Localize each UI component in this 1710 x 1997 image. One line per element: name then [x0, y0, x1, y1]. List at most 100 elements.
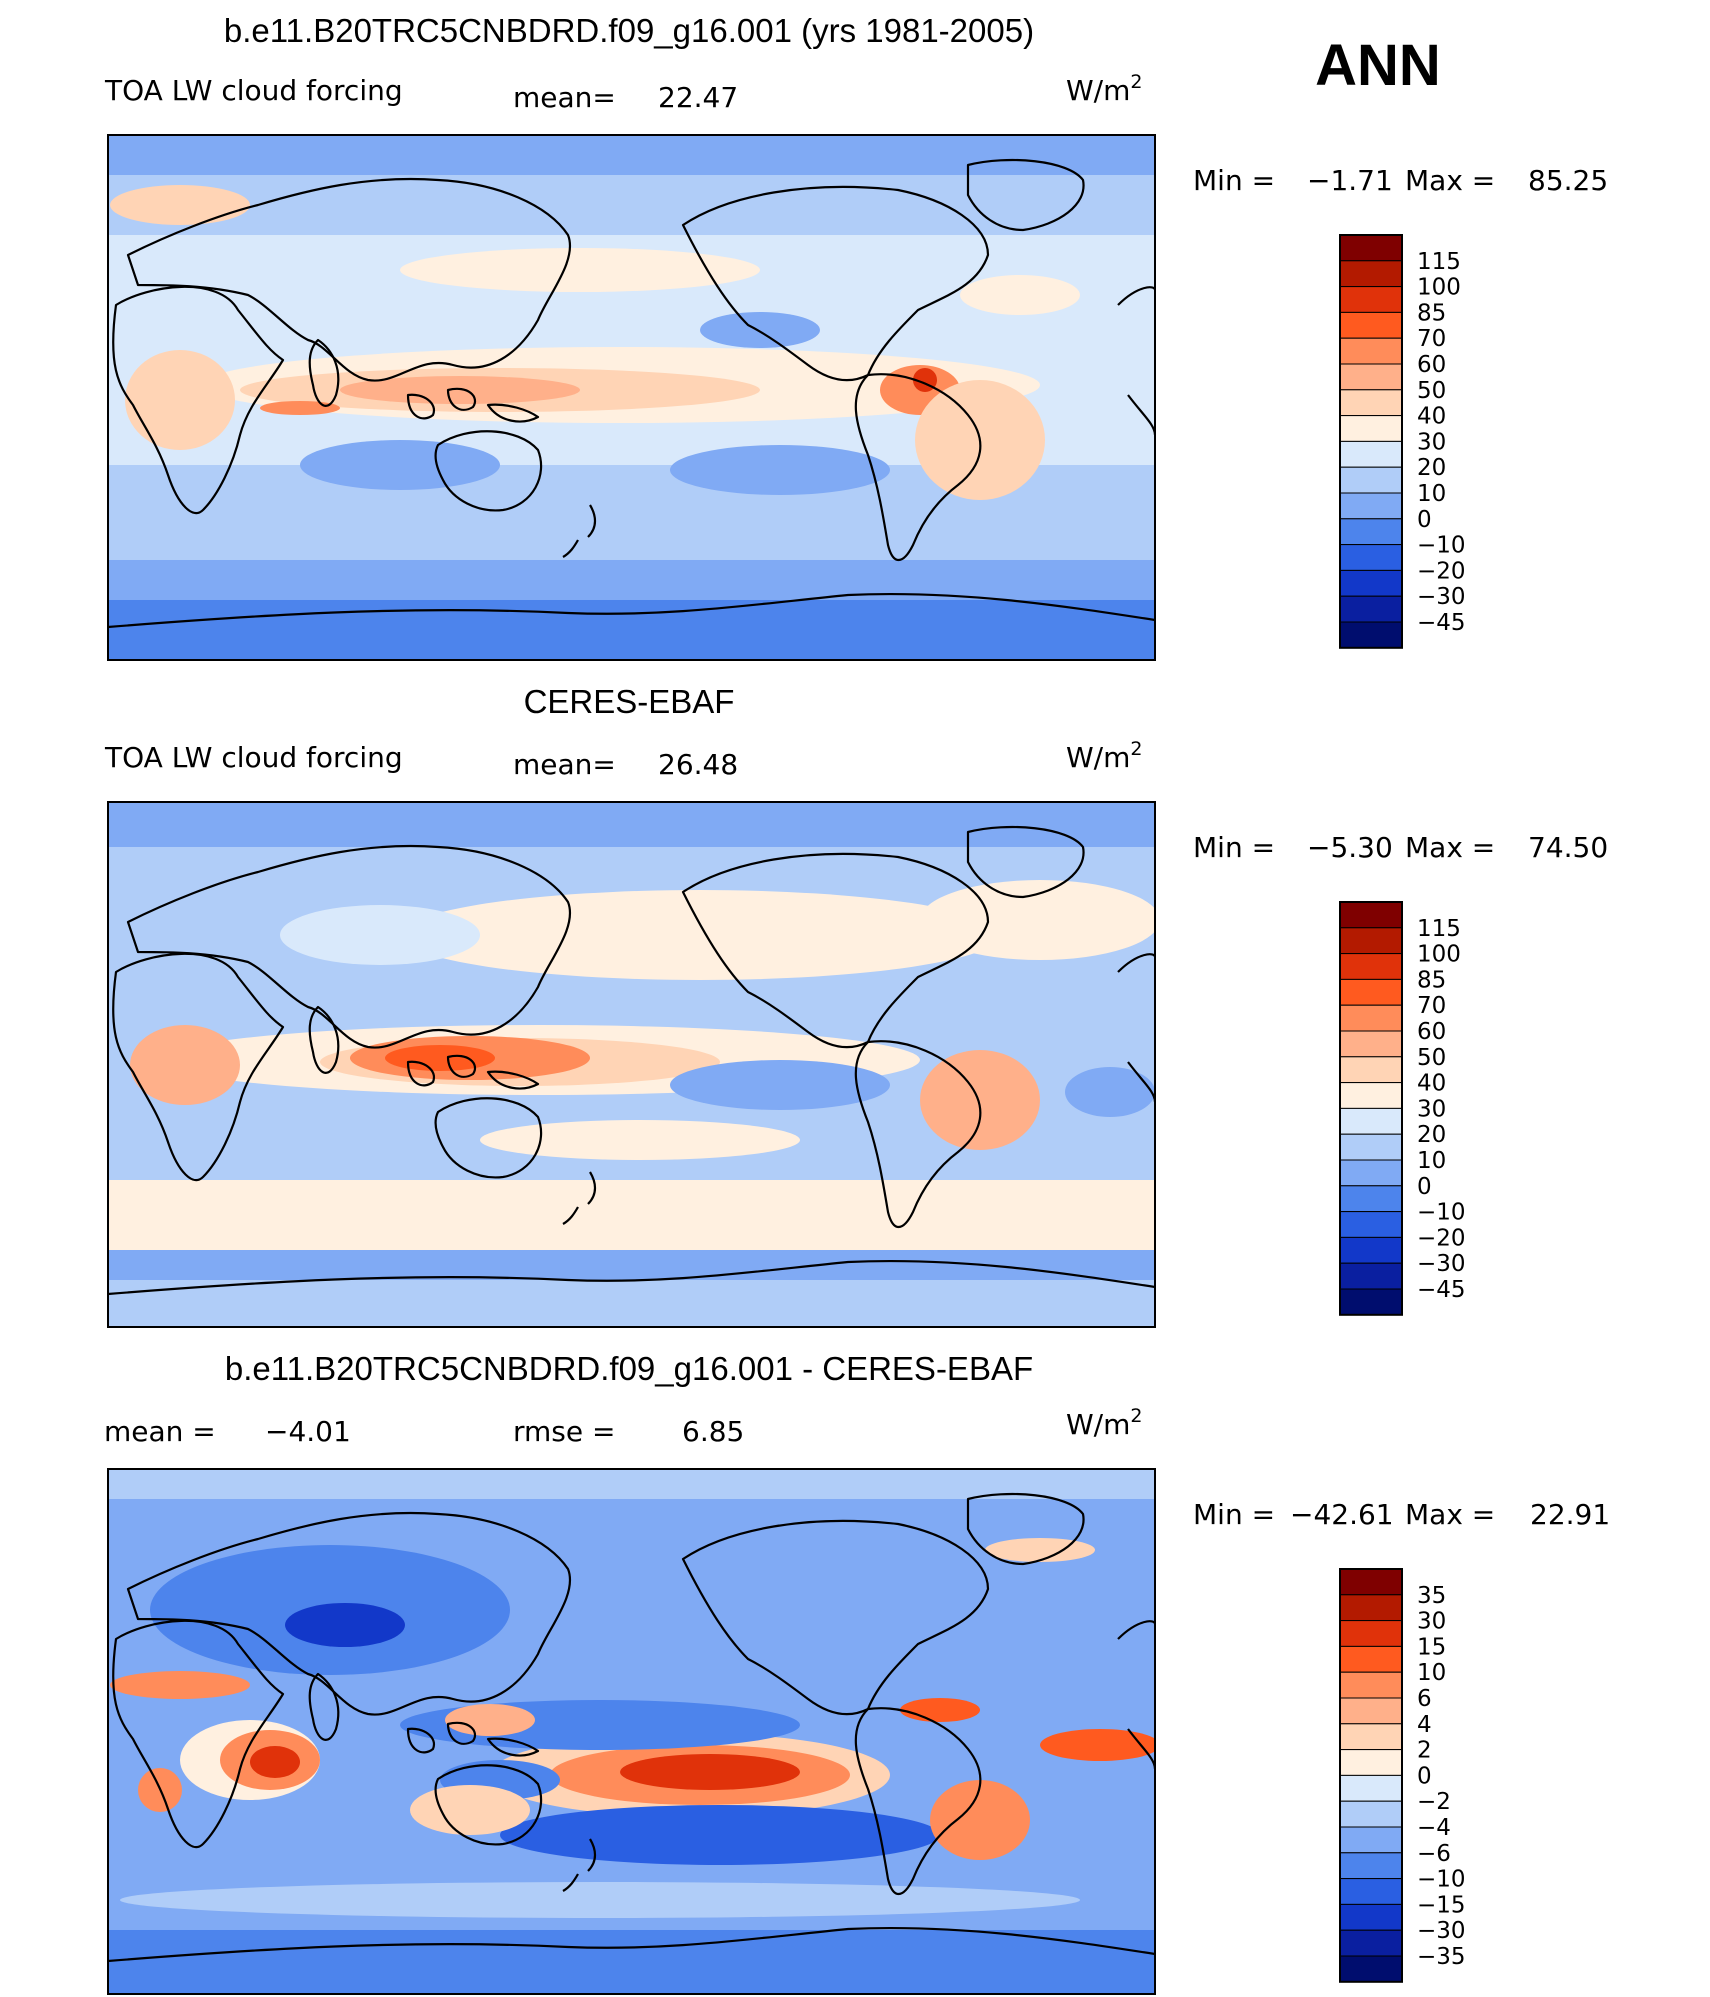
panel-model-map	[108, 135, 1155, 660]
colorbar-tick-label: 70	[1417, 993, 1446, 1019]
colorbar-tick-label: 85	[1417, 300, 1446, 326]
colorbar-swatch	[1339, 234, 1403, 262]
colorbar-swatch	[1339, 260, 1403, 288]
colorbar-tick-label: 0	[1417, 1763, 1432, 1789]
panel-difference: b.e11.B20TRC5CNBDRD.f09_g16.001 - CERES-…	[104, 1350, 1610, 1995]
colorbar-tick-label: −4	[1417, 1815, 1451, 1841]
colorbar-tick-label: 15	[1417, 1634, 1446, 1660]
colorbar-swatch	[1339, 1236, 1403, 1264]
panel-observation-max-label: Max =	[1405, 831, 1495, 864]
colorbar-tick-label: 30	[1417, 429, 1446, 455]
colorbar-tick-label: −35	[1417, 1944, 1466, 1970]
colorbar-swatch	[1339, 1082, 1403, 1109]
colorbar-tick-label: 30	[1417, 1609, 1446, 1635]
colorbar-tick-label: −30	[1417, 1251, 1466, 1277]
colorbar-swatch	[1339, 1159, 1403, 1187]
colorbar-tick-label: 50	[1417, 1045, 1446, 1071]
colorbar-swatch	[1339, 1211, 1403, 1238]
colorbar-tick-label: 35	[1417, 1583, 1446, 1609]
colorbar-swatch	[1339, 518, 1403, 546]
colorbar-swatch	[1339, 1749, 1403, 1776]
colorbar-swatch	[1339, 1723, 1403, 1751]
panel-observation-map	[108, 802, 1155, 1327]
colorbar-swatch	[1339, 440, 1403, 468]
colorbar-swatch	[1339, 927, 1403, 955]
panel-model-mean-value: 22.47	[658, 81, 738, 114]
colorbar-tick-label: 40	[1417, 404, 1446, 430]
colorbar-tick-label: −20	[1417, 558, 1466, 584]
panel-difference-rmse-value: 6.85	[682, 1415, 744, 1448]
colorbar-frame	[1339, 1568, 1403, 1983]
colorbar-swatch	[1339, 1568, 1403, 1596]
colorbar-tick-label: −10	[1417, 1867, 1466, 1893]
panel-model-units: W/m2	[1066, 71, 1143, 107]
colorbar-swatch	[1339, 901, 1403, 929]
colorbar-tick-label: 4	[1417, 1712, 1432, 1738]
colorbar-tick-label: 40	[1417, 1071, 1446, 1097]
colorbar-swatch	[1339, 1800, 1403, 1828]
panel-observation-map-frame	[107, 801, 1156, 1328]
colorbar-tick-label: 20	[1417, 1122, 1446, 1148]
panel-model-mean-label: mean=	[513, 81, 616, 114]
colorbar-tick-label: 0	[1417, 1174, 1432, 1200]
colorbar-tick-label: −15	[1417, 1892, 1466, 1918]
colorbar-tick-label: 60	[1417, 1019, 1446, 1045]
colorbar-swatch	[1339, 466, 1403, 494]
colorbar-swatch	[1339, 1826, 1403, 1854]
panel-observation-variable-label: TOA LW cloud forcing	[104, 741, 403, 774]
colorbar-tick-label: 70	[1417, 326, 1446, 352]
colorbar-tick-label: −2	[1417, 1789, 1451, 1815]
colorbar-tick-label: −30	[1417, 1918, 1466, 1944]
colorbar-swatch	[1339, 1774, 1403, 1802]
colorbar-swatch	[1339, 544, 1403, 571]
panel-observation-min-label: Min =	[1193, 831, 1275, 864]
colorbar-swatch	[1339, 978, 1403, 1006]
colorbar-tick-label: 30	[1417, 1096, 1446, 1122]
colorbar-tick-label: 10	[1417, 1660, 1446, 1686]
panel-observation-max-value: 74.50	[1528, 831, 1608, 864]
colorbar-tick-label: 115	[1417, 249, 1461, 275]
colorbar-swatch	[1339, 286, 1403, 313]
colorbar-swatch	[1339, 1107, 1403, 1135]
season-label: ANN	[1315, 33, 1441, 98]
colorbar-swatch	[1339, 1133, 1403, 1161]
colorbar-tick-label: 0	[1417, 507, 1432, 533]
colorbar-tick-label: 20	[1417, 455, 1446, 481]
panel-difference-mean-label: mean =	[104, 1415, 216, 1448]
panel-observation: CERES-EBAF TOA LW cloud forcing mean= 26…	[104, 683, 1608, 1328]
colorbar-swatch	[1339, 1262, 1403, 1290]
panel-difference-map	[108, 1469, 1155, 1994]
colorbar-swatch	[1339, 1955, 1403, 1983]
colorbar-swatch	[1339, 337, 1403, 365]
panel-observation-units: W/m2	[1066, 738, 1143, 774]
colorbar-swatch	[1339, 953, 1403, 980]
colorbar-frame	[1339, 901, 1403, 1316]
panel-observation-title: CERES-EBAF	[524, 683, 735, 720]
panel-difference-units: W/m2	[1066, 1405, 1143, 1441]
panel-model-max-label: Max =	[1405, 164, 1495, 197]
panel-model-title: b.e11.B20TRC5CNBDRD.f09_g16.001 (yrs 198…	[224, 12, 1034, 49]
panel-difference-mean-value: −4.01	[265, 1415, 351, 1448]
colorbar-tick-label: 6	[1417, 1686, 1432, 1712]
panel-model-min-value: −1.71	[1307, 164, 1393, 197]
colorbar-swatch	[1339, 492, 1403, 520]
colorbar-tick-label: −10	[1417, 1200, 1466, 1226]
colorbar-tick-label: −6	[1417, 1841, 1451, 1867]
panel-difference-title: b.e11.B20TRC5CNBDRD.f09_g16.001 - CERES-…	[225, 1350, 1033, 1387]
colorbar-swatch	[1339, 569, 1403, 597]
colorbar-swatch	[1339, 1645, 1403, 1673]
colorbar-swatch	[1339, 1594, 1403, 1622]
panel-difference-rmse-label: rmse =	[513, 1415, 615, 1448]
colorbar-swatch	[1339, 621, 1403, 649]
panel-observation-min-value: −5.30	[1307, 831, 1393, 864]
colorbar-tick-label: 10	[1417, 481, 1446, 507]
colorbar-tick-label: −30	[1417, 584, 1466, 610]
colorbar-tick-label: 100	[1417, 942, 1461, 968]
panel-model-min-label: Min =	[1193, 164, 1275, 197]
colorbar-swatch	[1339, 1671, 1403, 1699]
panel-difference-map-frame	[107, 1468, 1156, 1995]
